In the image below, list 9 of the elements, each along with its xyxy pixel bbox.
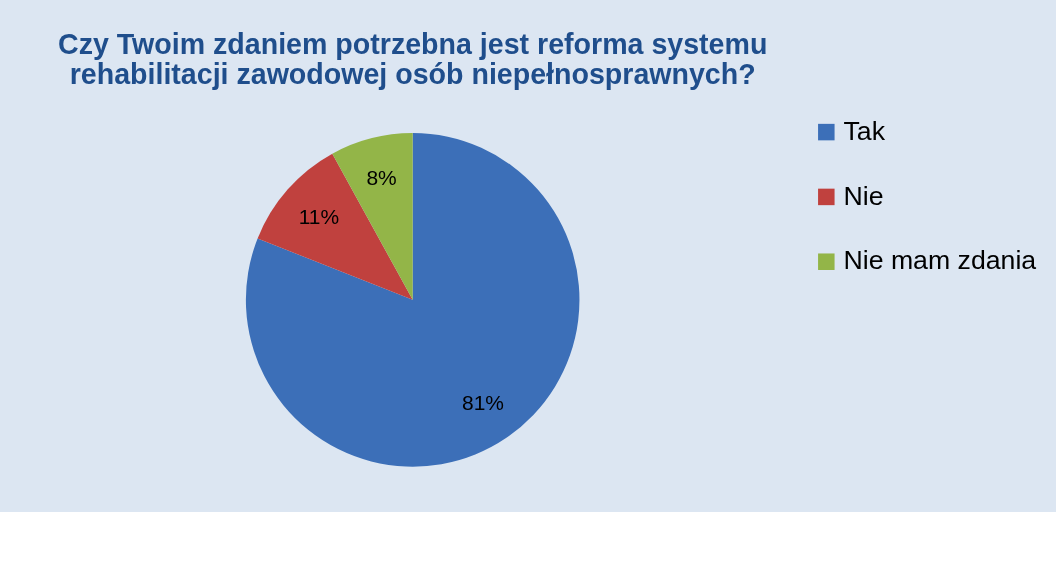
data-label: 81% xyxy=(462,390,504,414)
data-label: 11% xyxy=(298,204,340,228)
text: Czy Twoim zdaniem potrzebna jest reforma systemu xyxy=(58,27,768,60)
legend-label: Tak xyxy=(843,115,886,146)
legend-label: Nie xyxy=(843,180,884,211)
data-label: 8% xyxy=(366,166,397,190)
pie-slice xyxy=(257,153,413,300)
pie-slice xyxy=(245,133,580,467)
legend-label: Nie mam zdania xyxy=(843,245,1037,276)
